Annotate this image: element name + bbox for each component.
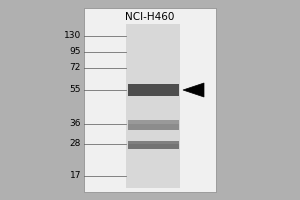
FancyBboxPatch shape bbox=[126, 24, 180, 188]
FancyBboxPatch shape bbox=[128, 120, 178, 126]
Text: 28: 28 bbox=[70, 140, 81, 148]
Text: 17: 17 bbox=[70, 171, 81, 180]
Polygon shape bbox=[183, 83, 204, 97]
Text: 36: 36 bbox=[70, 119, 81, 129]
FancyBboxPatch shape bbox=[128, 84, 178, 96]
Text: 72: 72 bbox=[70, 64, 81, 72]
Text: 130: 130 bbox=[64, 31, 81, 40]
FancyBboxPatch shape bbox=[128, 144, 178, 148]
Text: 55: 55 bbox=[70, 85, 81, 94]
Text: NCI-H460: NCI-H460 bbox=[125, 12, 175, 22]
FancyBboxPatch shape bbox=[84, 8, 216, 192]
FancyBboxPatch shape bbox=[128, 140, 178, 146]
Text: 95: 95 bbox=[70, 47, 81, 56]
FancyBboxPatch shape bbox=[128, 124, 178, 130]
